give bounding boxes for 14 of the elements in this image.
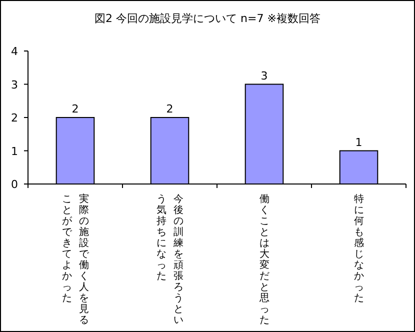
x-tick-label: 働くことは大変だと思った <box>258 194 270 326</box>
y-tick-label: 1 <box>11 144 18 158</box>
y-tick-label: 4 <box>11 45 18 58</box>
chart-title: 図2 今回の施設見学について n=7 ※複数回答 <box>94 12 320 25</box>
data-label: 3 <box>260 69 268 82</box>
data-label: 2 <box>72 102 79 116</box>
x-tick-label: 実際の施設で働く人を見ることができてよかった <box>61 194 90 326</box>
x-tick-label: 特に何も感じなかった <box>353 194 364 306</box>
x-tick-label: 今後の訓練を頑張ろうという気持ちになった <box>156 194 184 326</box>
y-tick-label: 2 <box>11 112 18 124</box>
data-label: 1 <box>355 136 362 149</box>
data-label: 2 <box>166 102 174 116</box>
y-tick-label: 3 <box>11 78 18 92</box>
y-tick-label: 0 <box>11 178 18 191</box>
